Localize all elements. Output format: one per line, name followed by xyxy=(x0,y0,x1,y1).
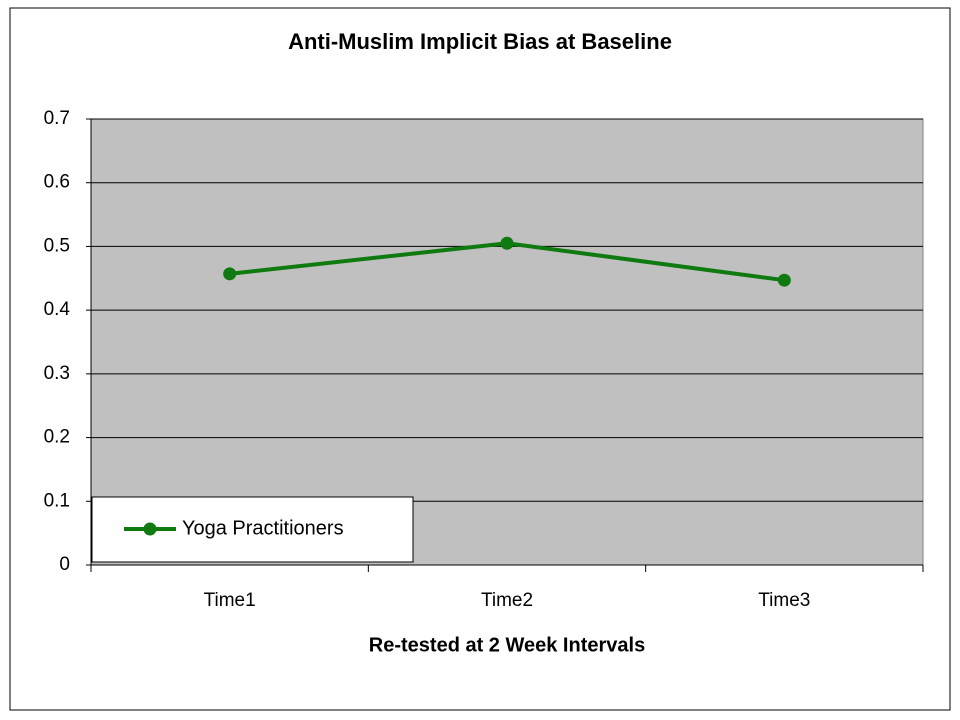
x-tick-label: Time1 xyxy=(204,590,256,611)
y-tick-label: 0 xyxy=(59,554,70,575)
y-tick-label: 0.1 xyxy=(44,490,70,511)
point xyxy=(223,267,237,281)
x-axis-label: Re-tested at 2 Week Intervals xyxy=(369,634,645,656)
chart-title: Anti-Muslim Implicit Bias at Baseline xyxy=(288,29,672,54)
plot-area xyxy=(90,118,924,566)
y-tick-label: 0.3 xyxy=(44,363,70,384)
y-tick-label: 0.6 xyxy=(44,172,70,193)
point xyxy=(500,236,514,250)
legend-label: Yoga Practitioners xyxy=(182,517,344,539)
point xyxy=(777,273,791,287)
y-tick-label: 0.4 xyxy=(44,299,71,320)
y-tick-label: 0.7 xyxy=(44,108,70,129)
legend-marker xyxy=(143,522,157,536)
x-tick-label: Time3 xyxy=(758,590,810,611)
y-tick-label: 0.2 xyxy=(44,427,70,448)
y-tick-label: 0.5 xyxy=(44,235,70,256)
x-tick-label: Time2 xyxy=(481,590,533,611)
